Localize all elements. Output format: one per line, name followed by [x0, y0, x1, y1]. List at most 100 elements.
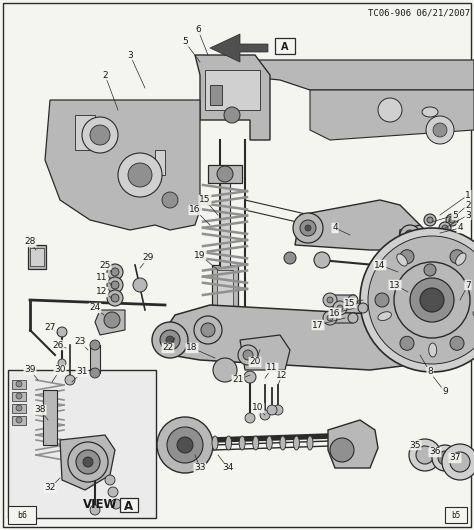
Circle shape — [348, 313, 358, 323]
Circle shape — [105, 475, 115, 485]
Polygon shape — [327, 295, 355, 305]
Circle shape — [107, 277, 123, 293]
Circle shape — [433, 123, 447, 137]
Text: 16: 16 — [329, 308, 341, 317]
Circle shape — [90, 505, 100, 515]
Text: 1: 1 — [465, 190, 471, 199]
Text: 35: 35 — [409, 440, 421, 449]
Ellipse shape — [456, 253, 466, 266]
Text: 36: 36 — [429, 447, 441, 456]
Circle shape — [442, 444, 474, 480]
Bar — [212, 265, 238, 360]
Polygon shape — [12, 380, 26, 389]
Text: 34: 34 — [222, 464, 234, 473]
Circle shape — [337, 305, 343, 311]
Circle shape — [245, 413, 255, 423]
Bar — [8, 506, 36, 524]
Circle shape — [118, 153, 162, 197]
Text: 15: 15 — [344, 298, 356, 307]
Circle shape — [177, 437, 193, 453]
Polygon shape — [395, 225, 440, 370]
Text: 21: 21 — [232, 375, 244, 384]
Text: 30: 30 — [54, 366, 66, 375]
Bar — [75, 115, 95, 150]
Bar — [155, 150, 165, 175]
Circle shape — [409, 439, 441, 471]
Bar — [210, 85, 222, 105]
Circle shape — [442, 225, 448, 231]
Polygon shape — [240, 335, 290, 370]
Ellipse shape — [428, 343, 437, 357]
Circle shape — [194, 316, 222, 344]
Bar — [205, 70, 260, 110]
Text: 7: 7 — [465, 280, 471, 289]
Circle shape — [348, 295, 358, 305]
Ellipse shape — [212, 436, 218, 450]
Circle shape — [432, 229, 444, 241]
Circle shape — [65, 375, 75, 385]
Text: 22: 22 — [163, 343, 173, 352]
Circle shape — [16, 405, 22, 411]
Text: 4: 4 — [457, 224, 463, 233]
Circle shape — [111, 268, 119, 276]
Circle shape — [402, 344, 414, 356]
Circle shape — [405, 230, 415, 240]
Circle shape — [394, 262, 470, 338]
Circle shape — [213, 358, 237, 382]
Circle shape — [450, 452, 470, 472]
Text: A: A — [281, 42, 289, 52]
Bar — [208, 165, 242, 183]
Circle shape — [166, 336, 174, 344]
Circle shape — [244, 371, 256, 383]
Text: 37: 37 — [449, 454, 461, 463]
Text: 24: 24 — [90, 304, 100, 313]
Text: 8: 8 — [427, 367, 433, 376]
Circle shape — [432, 445, 458, 471]
Text: 33: 33 — [194, 464, 206, 473]
Circle shape — [416, 446, 434, 464]
Circle shape — [267, 405, 277, 415]
Polygon shape — [210, 34, 268, 62]
Circle shape — [82, 117, 118, 153]
Text: 9: 9 — [442, 387, 448, 396]
Ellipse shape — [397, 254, 407, 266]
Text: 6: 6 — [195, 25, 201, 34]
Circle shape — [450, 250, 464, 264]
Ellipse shape — [378, 312, 392, 321]
Ellipse shape — [307, 436, 313, 450]
Circle shape — [439, 222, 451, 234]
Bar — [30, 248, 44, 266]
Bar — [120, 498, 138, 512]
Text: 12: 12 — [276, 370, 288, 379]
Polygon shape — [337, 303, 365, 313]
Circle shape — [157, 417, 213, 473]
Text: 3: 3 — [127, 50, 133, 59]
Polygon shape — [295, 200, 420, 250]
Circle shape — [438, 451, 452, 465]
Circle shape — [111, 281, 119, 289]
Text: b6: b6 — [17, 510, 27, 519]
Text: VIEW: VIEW — [83, 499, 117, 511]
Circle shape — [424, 214, 436, 226]
Circle shape — [224, 107, 240, 123]
Text: 39: 39 — [24, 366, 36, 375]
Text: 18: 18 — [186, 343, 198, 352]
Text: A: A — [125, 499, 134, 513]
Polygon shape — [328, 420, 378, 468]
Circle shape — [284, 252, 296, 264]
Circle shape — [273, 405, 283, 415]
Text: 12: 12 — [96, 287, 108, 296]
Text: 17: 17 — [312, 321, 324, 330]
Ellipse shape — [280, 436, 286, 450]
Circle shape — [111, 499, 121, 509]
Bar — [28, 245, 46, 269]
Text: 5: 5 — [182, 38, 188, 47]
Polygon shape — [160, 305, 420, 370]
Circle shape — [16, 393, 22, 399]
Circle shape — [201, 323, 215, 337]
Circle shape — [111, 294, 119, 302]
Circle shape — [238, 345, 258, 365]
Text: 4: 4 — [332, 224, 338, 233]
Circle shape — [57, 327, 67, 337]
Circle shape — [107, 264, 123, 280]
